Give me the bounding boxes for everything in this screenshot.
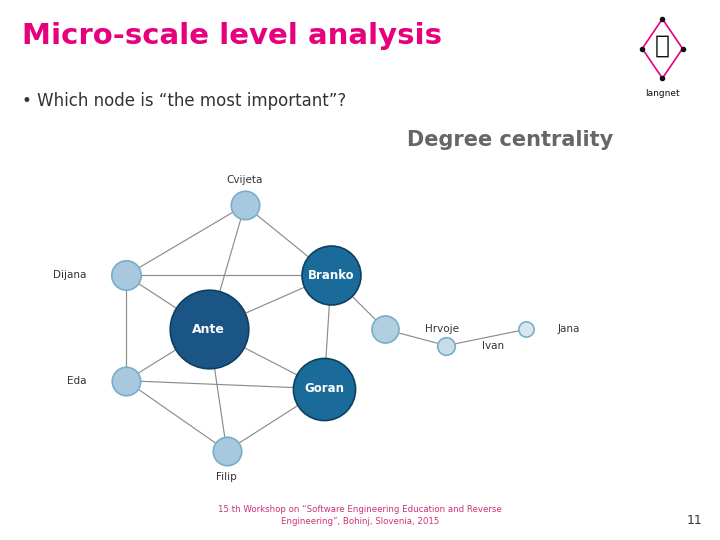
Text: Micro-scale level analysis: Micro-scale level analysis bbox=[22, 22, 441, 50]
Text: Branko: Branko bbox=[308, 269, 354, 282]
Text: ⛨: ⛨ bbox=[655, 34, 670, 58]
Point bbox=[120, 376, 132, 385]
Text: Filip: Filip bbox=[217, 472, 237, 483]
Text: 15 th Workshop on “Software Engineering Education and Reverse
Engineering”, Bohi: 15 th Workshop on “Software Engineering … bbox=[218, 505, 502, 526]
Point bbox=[520, 325, 531, 334]
Text: Degree centrality: Degree centrality bbox=[407, 130, 613, 150]
Text: Eda: Eda bbox=[67, 376, 86, 386]
Text: Cvijeta: Cvijeta bbox=[227, 174, 263, 185]
Text: Ivan: Ivan bbox=[482, 341, 505, 350]
Point bbox=[203, 325, 215, 334]
Text: Jana: Jana bbox=[558, 325, 580, 334]
Point bbox=[239, 201, 251, 210]
Point bbox=[318, 384, 330, 393]
Point bbox=[325, 271, 337, 280]
Text: Ante: Ante bbox=[192, 323, 225, 336]
Point bbox=[221, 447, 233, 455]
Text: Dijana: Dijana bbox=[53, 271, 86, 280]
Text: 11: 11 bbox=[686, 514, 702, 526]
Point bbox=[441, 341, 452, 350]
Text: Goran: Goran bbox=[304, 382, 344, 395]
Point bbox=[379, 325, 391, 334]
Point bbox=[120, 271, 132, 280]
Text: Hrvoje: Hrvoje bbox=[425, 325, 459, 334]
Text: langnet: langnet bbox=[645, 89, 680, 98]
Text: • Which node is “the most important”?: • Which node is “the most important”? bbox=[22, 92, 346, 110]
